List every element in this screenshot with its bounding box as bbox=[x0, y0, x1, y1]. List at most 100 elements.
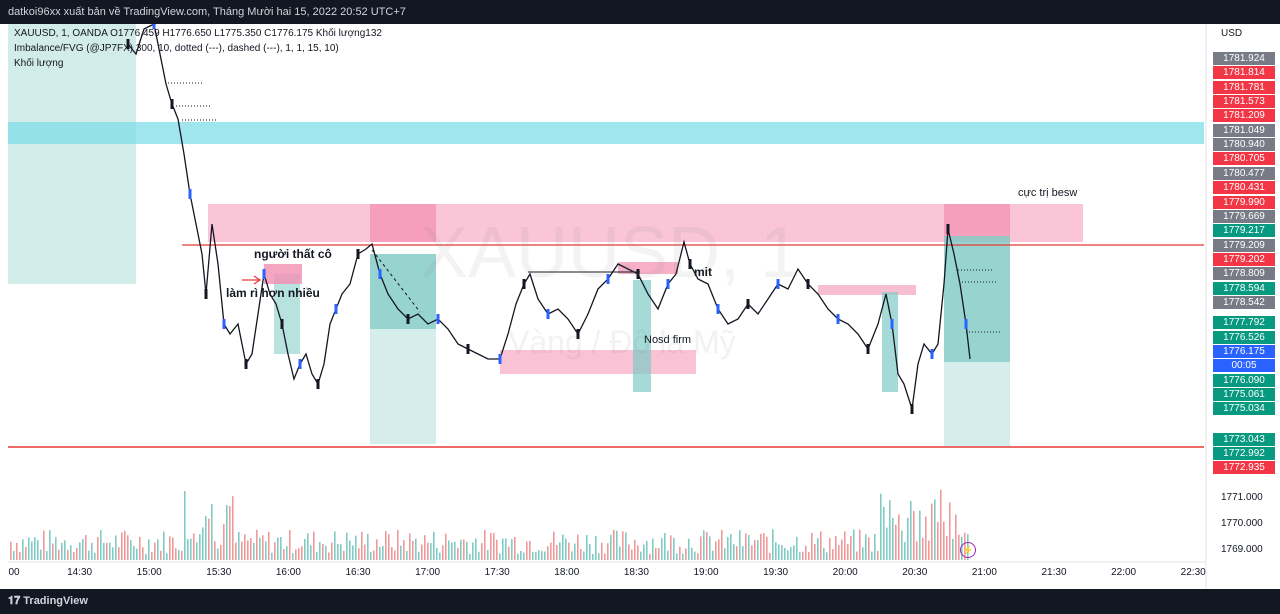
volume-bar bbox=[523, 552, 525, 560]
symbol-legend[interactable]: XAUUSD, 1, OANDA O1776.459 H1776.650 L17… bbox=[14, 28, 382, 39]
volume-axis-tick: 1769.000 bbox=[1221, 544, 1263, 555]
volume-bar bbox=[391, 547, 393, 560]
volume-bar bbox=[541, 551, 543, 560]
volume-series bbox=[10, 489, 969, 560]
candle bbox=[316, 379, 320, 389]
volume-bar bbox=[628, 544, 630, 560]
volume-bar bbox=[649, 553, 651, 560]
chart-pane[interactable]: XAUUSD, 1 Vàng / Đô la Mỹ XAUUSD, 1, OAN… bbox=[8, 24, 1275, 589]
volume-bar bbox=[916, 541, 918, 560]
volume-bar bbox=[181, 550, 183, 560]
volume-bar bbox=[763, 533, 765, 560]
indicator-legend[interactable]: Imbalance/FVG (@JP7FX) 300, 10, dotted (… bbox=[14, 43, 339, 54]
volume-bar bbox=[427, 542, 429, 560]
volume-bar bbox=[73, 552, 75, 560]
teal-zone bbox=[8, 24, 136, 284]
volume-bar bbox=[109, 542, 111, 560]
volume-bar bbox=[826, 552, 828, 560]
volume-bar bbox=[931, 503, 933, 560]
volume-bar bbox=[784, 547, 786, 560]
volume-bar bbox=[913, 511, 915, 560]
volume-bar bbox=[400, 545, 402, 560]
volume-bar bbox=[34, 537, 36, 560]
volume-bar bbox=[592, 553, 594, 560]
volume-bar bbox=[238, 531, 240, 560]
volume-legend[interactable]: Khối lượng bbox=[14, 58, 64, 69]
price-label: 1776.526 bbox=[1213, 330, 1275, 344]
volume-bar bbox=[40, 549, 42, 560]
annotation-many[interactable]: làm rì hơn nhiều bbox=[226, 286, 320, 300]
volume-bar bbox=[583, 551, 585, 560]
volume-bar bbox=[289, 530, 291, 560]
volume-bar bbox=[250, 538, 252, 560]
volume-bar bbox=[328, 552, 330, 560]
volume-bar bbox=[217, 548, 219, 560]
volume-bar bbox=[682, 553, 684, 560]
volume-bar bbox=[331, 542, 333, 560]
volume-bar bbox=[148, 539, 150, 560]
volume-bar bbox=[565, 538, 567, 560]
volume-bar bbox=[349, 540, 351, 560]
volume-axis-tick: 1770.000 bbox=[1221, 518, 1263, 529]
volume-bar bbox=[748, 534, 750, 560]
candle bbox=[890, 319, 894, 329]
volume-bar bbox=[82, 538, 84, 560]
annotation-loser[interactable]: người thất cô bbox=[254, 247, 332, 261]
volume-bar bbox=[142, 547, 144, 560]
volume-bar bbox=[127, 535, 129, 560]
candle bbox=[244, 359, 248, 369]
volume-bar bbox=[274, 542, 276, 560]
volume-bar bbox=[247, 540, 249, 560]
price-label: 00:05 bbox=[1213, 359, 1275, 373]
volume-bar bbox=[760, 533, 762, 560]
price-label: 1781.209 bbox=[1213, 109, 1275, 123]
volume-bar bbox=[118, 547, 120, 560]
volume-bar bbox=[661, 538, 663, 560]
annotation-limit[interactable]: mit bbox=[694, 265, 712, 279]
candle bbox=[946, 224, 950, 234]
candle bbox=[636, 269, 640, 279]
currency-label: USD bbox=[1221, 28, 1243, 39]
volume-bar bbox=[28, 537, 30, 560]
candle bbox=[522, 279, 526, 289]
volume-bar bbox=[697, 553, 699, 560]
volume-bar bbox=[292, 553, 294, 560]
candle bbox=[910, 404, 914, 414]
volume-bar bbox=[325, 545, 327, 560]
price-label: 1780.477 bbox=[1213, 166, 1275, 180]
price-chart[interactable] bbox=[8, 24, 1272, 589]
volume-bar bbox=[241, 541, 243, 560]
volume-bar bbox=[352, 545, 354, 560]
volume-bar bbox=[841, 539, 843, 560]
volume-bar bbox=[139, 536, 141, 560]
volume-bar bbox=[499, 553, 501, 560]
price-label: 1780.705 bbox=[1213, 152, 1275, 166]
tradingview-logo[interactable]: 𝟏𝟕 TradingView bbox=[8, 589, 88, 614]
volume-bar bbox=[421, 544, 423, 560]
volume-bar bbox=[190, 538, 192, 560]
annotation-extreme[interactable]: cực trị besw bbox=[1018, 187, 1078, 199]
volume-bar bbox=[259, 537, 261, 560]
volume-bar bbox=[769, 552, 771, 560]
volume-bar bbox=[22, 539, 24, 560]
volume-bar bbox=[502, 538, 504, 560]
bolt-icon[interactable]: ⚡ bbox=[960, 542, 976, 558]
volume-bar bbox=[805, 545, 807, 560]
volume-bar bbox=[856, 551, 858, 560]
candle bbox=[606, 274, 610, 284]
price-label: 1781.781 bbox=[1213, 80, 1275, 94]
time-label: 20:00 bbox=[832, 567, 858, 578]
time-label: 22:00 bbox=[1111, 567, 1137, 578]
volume-bar bbox=[484, 529, 486, 560]
volume-bar bbox=[862, 547, 864, 560]
price-label: 1779.669 bbox=[1213, 209, 1275, 223]
volume-bar bbox=[937, 521, 939, 560]
annotation-nosd[interactable]: Nosd firm bbox=[644, 334, 692, 346]
price-label: 1779.217 bbox=[1213, 224, 1275, 238]
volume-bar bbox=[535, 551, 537, 560]
volume-bar bbox=[370, 551, 372, 560]
time-label: 22:30 bbox=[1180, 567, 1206, 578]
volume-bar bbox=[196, 542, 198, 560]
candle bbox=[356, 249, 360, 259]
